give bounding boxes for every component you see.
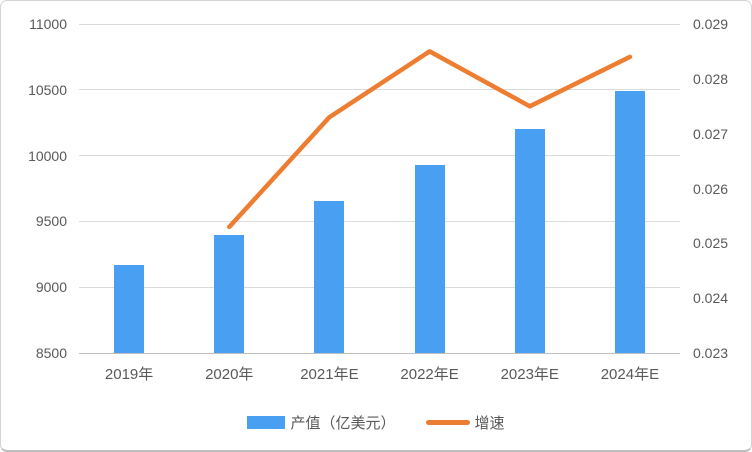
legend-label-growth-rate: 增速 <box>474 414 505 432</box>
bar-2024年E <box>614 91 645 353</box>
gridline-9500 <box>79 220 680 222</box>
legend-label-output-value: 产值（亿美元） <box>290 414 396 432</box>
x-axis-label-2023年E: 2023年E <box>500 366 559 383</box>
legend: 产值（亿美元） 增速 <box>1 407 751 437</box>
right-axis-tick-0.026: 0.026 <box>693 180 729 197</box>
bar-2021年E <box>314 201 345 353</box>
left-axis-tick-10500: 10500 <box>28 81 67 98</box>
left-axis-tick-9000: 9000 <box>35 279 67 296</box>
gridline-10000 <box>79 155 680 157</box>
line-series-swatch <box>425 419 470 425</box>
left-axis-tick-11000: 11000 <box>29 16 67 32</box>
x-axis-label-2022年E: 2022年E <box>400 366 459 383</box>
bar-2023年E <box>514 129 545 353</box>
right-axis-tick-0.025: 0.025 <box>693 235 729 252</box>
left-axis-tick-8500: 8500 <box>35 345 67 361</box>
gridline-11000 <box>79 23 680 25</box>
left-axis-tick-9500: 9500 <box>35 213 67 230</box>
bar-2022年E <box>414 164 445 353</box>
right-axis-tick-0.023: 0.023 <box>693 345 729 361</box>
x-axis-label-2021年E: 2021年E <box>300 366 359 383</box>
left-axis-tick-10000: 10000 <box>28 147 67 164</box>
x-axis-label-2020年: 2020年 <box>205 366 254 383</box>
gridline-10500 <box>79 89 680 91</box>
bar-2019年 <box>114 264 145 353</box>
bar-series-swatch <box>247 415 286 429</box>
right-axis-tick-0.024: 0.024 <box>693 290 729 307</box>
bar-2020年 <box>214 234 245 353</box>
x-axis-label-2024年E: 2024年E <box>600 366 660 383</box>
right-axis-tick-0.027: 0.027 <box>693 125 729 142</box>
gridline-8500 <box>79 352 680 354</box>
gridline-9000 <box>79 286 680 288</box>
right-axis-tick-0.029: 0.029 <box>693 16 729 32</box>
right-axis-tick-0.028: 0.028 <box>693 70 729 87</box>
legend-item-output-value: 产值（亿美元） <box>247 412 396 433</box>
x-axis-label-2019年: 2019年 <box>104 366 154 383</box>
legend-item-growth-rate: 增速 <box>425 412 505 433</box>
